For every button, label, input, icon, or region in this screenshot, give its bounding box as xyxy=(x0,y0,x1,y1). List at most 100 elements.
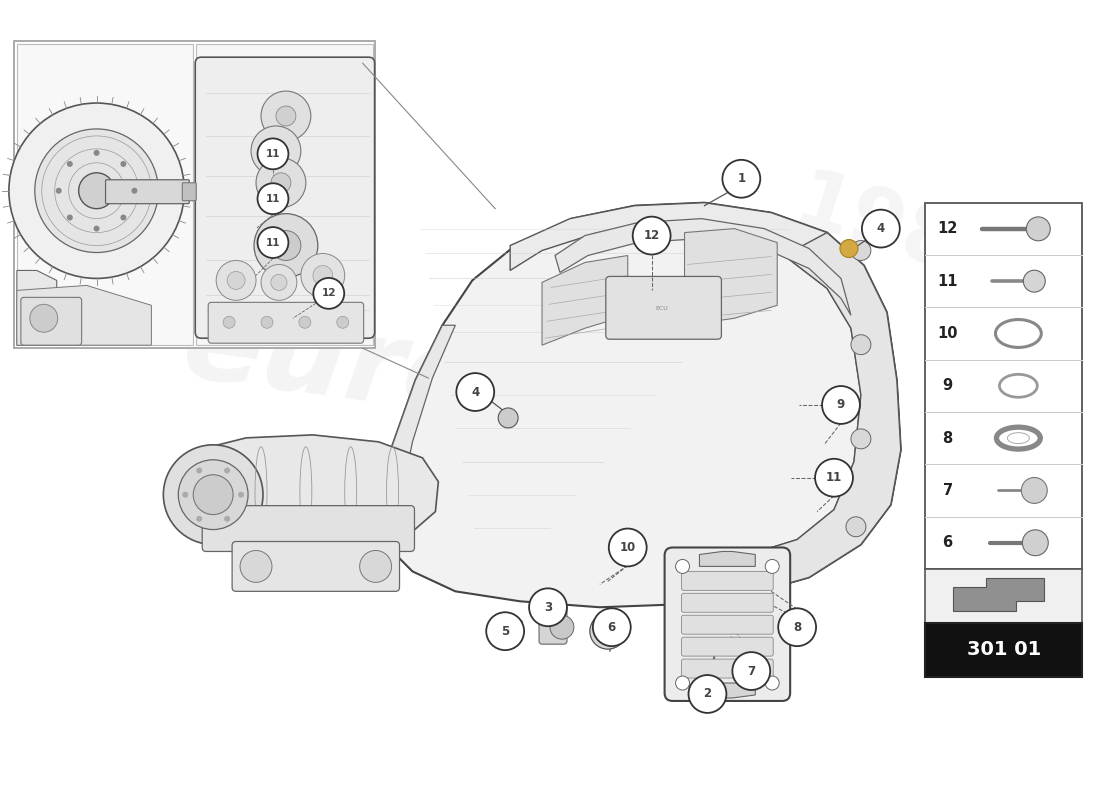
Text: 2: 2 xyxy=(703,687,712,701)
Circle shape xyxy=(337,316,349,328)
Circle shape xyxy=(163,445,263,545)
Polygon shape xyxy=(749,233,901,594)
Text: 11: 11 xyxy=(937,274,958,289)
Text: 8: 8 xyxy=(793,621,801,634)
Circle shape xyxy=(67,161,73,167)
Circle shape xyxy=(529,588,566,626)
Circle shape xyxy=(778,608,816,646)
FancyBboxPatch shape xyxy=(925,622,1082,677)
Circle shape xyxy=(271,274,287,290)
Circle shape xyxy=(723,160,760,198)
Text: 5: 5 xyxy=(500,625,509,638)
FancyBboxPatch shape xyxy=(682,637,773,656)
Circle shape xyxy=(196,516,202,522)
Circle shape xyxy=(632,217,671,254)
Circle shape xyxy=(67,214,73,221)
Text: 11: 11 xyxy=(826,471,843,484)
Circle shape xyxy=(590,614,626,649)
Circle shape xyxy=(312,266,332,286)
Text: 1: 1 xyxy=(737,172,746,186)
Text: 6: 6 xyxy=(943,535,953,550)
Circle shape xyxy=(56,188,62,194)
Text: 12: 12 xyxy=(937,222,958,236)
Circle shape xyxy=(851,334,871,354)
Circle shape xyxy=(257,227,288,258)
Circle shape xyxy=(1026,217,1050,241)
Circle shape xyxy=(120,161,127,167)
Circle shape xyxy=(301,254,344,298)
FancyBboxPatch shape xyxy=(232,542,399,591)
Polygon shape xyxy=(700,551,756,566)
Polygon shape xyxy=(500,618,522,637)
Polygon shape xyxy=(16,44,194,345)
Polygon shape xyxy=(510,202,901,594)
Circle shape xyxy=(851,241,871,261)
Circle shape xyxy=(598,622,617,640)
Circle shape xyxy=(498,408,518,428)
Circle shape xyxy=(132,188,138,194)
Text: 8: 8 xyxy=(943,430,953,446)
FancyBboxPatch shape xyxy=(682,571,773,590)
Circle shape xyxy=(257,138,288,170)
Circle shape xyxy=(266,141,286,161)
Circle shape xyxy=(766,676,779,690)
Text: 10: 10 xyxy=(937,326,958,341)
Circle shape xyxy=(94,150,100,156)
Circle shape xyxy=(261,265,297,300)
FancyBboxPatch shape xyxy=(682,594,773,612)
Circle shape xyxy=(78,173,114,209)
Circle shape xyxy=(271,173,290,193)
FancyBboxPatch shape xyxy=(682,659,773,678)
FancyBboxPatch shape xyxy=(208,302,364,343)
Text: a passion found 1985: a passion found 1985 xyxy=(350,479,530,510)
Polygon shape xyxy=(953,578,1044,610)
Circle shape xyxy=(846,517,866,537)
Circle shape xyxy=(251,126,301,176)
Text: 4: 4 xyxy=(877,222,886,235)
Circle shape xyxy=(1022,478,1047,503)
Circle shape xyxy=(227,271,245,290)
Circle shape xyxy=(766,559,779,574)
Text: 3: 3 xyxy=(543,601,552,614)
Text: 10: 10 xyxy=(619,541,636,554)
Text: 4: 4 xyxy=(471,386,480,398)
Text: 6: 6 xyxy=(607,621,616,634)
Circle shape xyxy=(840,239,858,258)
Circle shape xyxy=(733,652,770,690)
Circle shape xyxy=(261,316,273,328)
Text: 301 01: 301 01 xyxy=(967,640,1042,659)
Circle shape xyxy=(178,460,249,530)
Text: 7: 7 xyxy=(943,483,953,498)
Circle shape xyxy=(1023,270,1045,292)
FancyBboxPatch shape xyxy=(195,57,375,338)
Circle shape xyxy=(196,467,202,474)
Circle shape xyxy=(94,226,100,231)
Circle shape xyxy=(815,458,852,497)
Text: 1985: 1985 xyxy=(785,164,1022,307)
Text: 9: 9 xyxy=(837,398,845,411)
FancyBboxPatch shape xyxy=(606,277,722,339)
Circle shape xyxy=(217,261,256,300)
Polygon shape xyxy=(206,435,439,547)
Text: 11: 11 xyxy=(266,149,280,159)
Circle shape xyxy=(271,230,301,261)
FancyBboxPatch shape xyxy=(202,506,415,551)
Text: ECU: ECU xyxy=(656,306,668,311)
Circle shape xyxy=(240,550,272,582)
Circle shape xyxy=(851,429,871,449)
Circle shape xyxy=(238,492,244,498)
Circle shape xyxy=(183,492,188,498)
Circle shape xyxy=(314,278,344,309)
Circle shape xyxy=(224,467,230,474)
FancyBboxPatch shape xyxy=(21,298,81,345)
FancyBboxPatch shape xyxy=(925,569,1082,622)
Polygon shape xyxy=(556,218,851,315)
Circle shape xyxy=(608,529,647,566)
Circle shape xyxy=(689,675,726,713)
Circle shape xyxy=(261,91,311,141)
FancyBboxPatch shape xyxy=(539,603,566,644)
Circle shape xyxy=(35,129,158,253)
Circle shape xyxy=(486,612,524,650)
FancyBboxPatch shape xyxy=(106,180,189,204)
Polygon shape xyxy=(16,270,57,345)
